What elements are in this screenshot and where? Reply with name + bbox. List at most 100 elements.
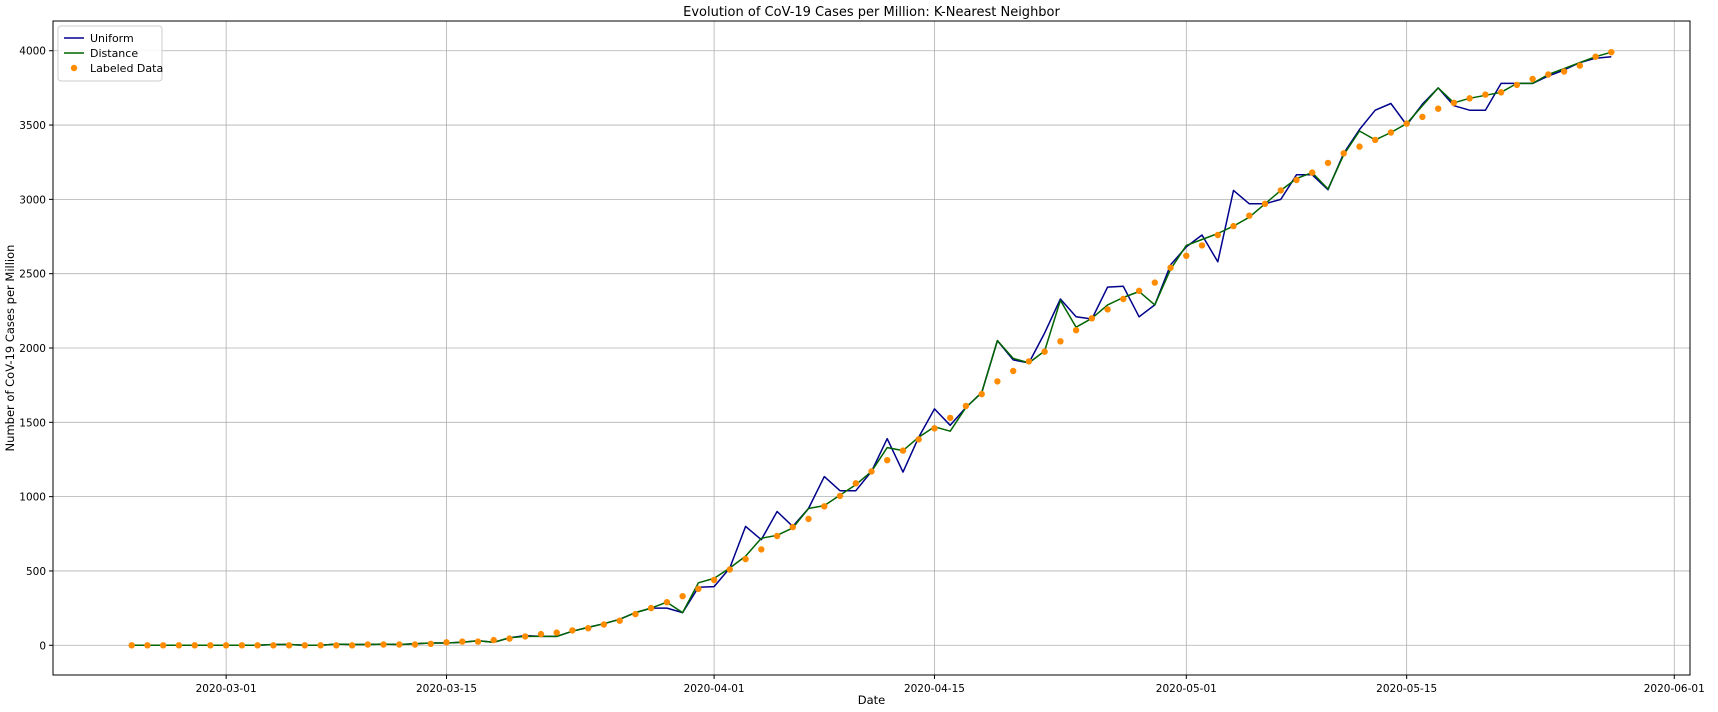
data-point-labeled-data bbox=[789, 523, 796, 531]
data-point-labeled-data bbox=[836, 492, 844, 500]
legend-swatch-labeled-data bbox=[70, 64, 78, 72]
data-point-labeled-data bbox=[899, 447, 907, 454]
data-point-labeled-data bbox=[1340, 150, 1347, 157]
data-point-labeled-data bbox=[647, 604, 655, 612]
y-tick-label: 3500 bbox=[19, 120, 46, 132]
data-point-labeled-data bbox=[396, 641, 403, 648]
data-point-labeled-data bbox=[1010, 367, 1017, 375]
data-point-labeled-data bbox=[1025, 358, 1033, 365]
data-point-labeled-data bbox=[1167, 264, 1174, 271]
data-point-labeled-data bbox=[553, 629, 560, 636]
data-point-labeled-data bbox=[160, 642, 167, 649]
y-tick-label: 4000 bbox=[19, 46, 46, 58]
data-point-labeled-data bbox=[1608, 49, 1615, 56]
data-point-labeled-data bbox=[616, 617, 623, 624]
data-point-labeled-data bbox=[522, 633, 529, 640]
data-point-labeled-data bbox=[585, 625, 592, 632]
data-point-labeled-data bbox=[1529, 75, 1536, 83]
x-tick-label: 2020-04-01 bbox=[684, 683, 745, 695]
data-point-labeled-data bbox=[380, 641, 387, 648]
data-point-labeled-data bbox=[1372, 136, 1379, 144]
x-tick-label: 2020-05-15 bbox=[1376, 683, 1437, 695]
legend-label-uniform: Uniform bbox=[90, 32, 134, 45]
data-point-labeled-data bbox=[931, 425, 938, 432]
data-point-labeled-data bbox=[978, 390, 985, 398]
y-tick-label: 2000 bbox=[19, 343, 46, 355]
data-point-labeled-data bbox=[695, 585, 702, 592]
data-point-labeled-data bbox=[1120, 295, 1127, 303]
data-point-labeled-data bbox=[191, 642, 198, 649]
data-point-labeled-data bbox=[490, 636, 497, 644]
data-point-labeled-data bbox=[1513, 81, 1521, 89]
y-axis-label: Number of CoV-19 Cases per Million bbox=[3, 245, 17, 452]
x-tick-label: 2020-03-15 bbox=[416, 683, 477, 695]
data-point-labeled-data bbox=[994, 378, 1001, 385]
data-point-labeled-data bbox=[1450, 99, 1458, 107]
legend-label-labeled-data: Labeled Data bbox=[90, 62, 163, 75]
data-point-labeled-data bbox=[821, 503, 828, 510]
data-point-labeled-data bbox=[1183, 252, 1190, 259]
series-layer bbox=[128, 49, 1615, 649]
data-point-labeled-data bbox=[1419, 113, 1426, 121]
y-tick-label: 1500 bbox=[19, 417, 46, 429]
data-point-labeled-data bbox=[758, 546, 765, 553]
x-tick-label: 2020-03-01 bbox=[196, 683, 257, 695]
data-point-labeled-data bbox=[1497, 89, 1505, 96]
x-tick-label: 2020-06-01 bbox=[1644, 683, 1705, 695]
data-point-labeled-data bbox=[285, 642, 293, 649]
data-point-labeled-data bbox=[1293, 176, 1300, 184]
chart-title: Evolution of CoV-19 Cases per Million: K… bbox=[683, 5, 1060, 20]
legend-box bbox=[57, 25, 163, 82]
data-point-labeled-data bbox=[632, 610, 639, 618]
data-point-labeled-data bbox=[1246, 212, 1253, 219]
data-point-labeled-data bbox=[1277, 187, 1285, 194]
data-point-labeled-data bbox=[1309, 169, 1316, 176]
data-point-labeled-data bbox=[506, 635, 513, 642]
data-point-labeled-data bbox=[1072, 327, 1080, 334]
y-tick-label: 3000 bbox=[19, 194, 46, 206]
data-point-labeled-data bbox=[144, 642, 151, 649]
data-point-labeled-data bbox=[569, 627, 576, 634]
data-point-labeled-data bbox=[333, 642, 340, 649]
data-point-labeled-data bbox=[317, 642, 324, 649]
data-point-labeled-data bbox=[710, 576, 718, 584]
data-point-labeled-data bbox=[427, 640, 434, 647]
data-point-labeled-data bbox=[1592, 53, 1599, 60]
y-tick-label: 500 bbox=[26, 566, 46, 578]
data-point-labeled-data bbox=[1214, 231, 1222, 239]
gridlines bbox=[53, 21, 1690, 675]
data-point-labeled-data bbox=[175, 642, 183, 649]
legend-label-distance: Distance bbox=[90, 47, 138, 60]
data-point-labeled-data bbox=[474, 638, 482, 645]
data-point-labeled-data bbox=[1560, 68, 1568, 75]
data-point-labeled-data bbox=[1435, 105, 1442, 112]
data-point-labeled-data bbox=[1261, 200, 1269, 207]
data-point-labeled-data bbox=[537, 630, 545, 638]
data-point-labeled-data bbox=[1135, 287, 1143, 294]
x-tick-label: 2020-04-15 bbox=[904, 683, 965, 695]
y-tick-label: 2500 bbox=[19, 269, 46, 281]
data-point-labeled-data bbox=[805, 515, 812, 523]
data-point-labeled-data bbox=[773, 532, 781, 540]
data-point-labeled-data bbox=[663, 599, 671, 606]
data-point-labeled-data bbox=[1356, 143, 1363, 150]
data-point-labeled-data bbox=[1104, 306, 1111, 313]
data-point-labeled-data bbox=[947, 414, 954, 422]
data-point-labeled-data bbox=[207, 642, 214, 649]
y-tick-label: 1000 bbox=[19, 492, 46, 504]
data-point-labeled-data bbox=[238, 642, 246, 649]
data-point-labeled-data bbox=[364, 641, 371, 648]
data-point-labeled-data bbox=[1041, 348, 1048, 355]
data-point-labeled-data bbox=[459, 638, 466, 645]
data-point-labeled-data bbox=[222, 642, 230, 649]
data-point-labeled-data bbox=[1324, 159, 1332, 167]
legend: Uniform Distance Labeled Data bbox=[57, 25, 163, 82]
data-point-labeled-data bbox=[600, 621, 608, 628]
data-point-labeled-data bbox=[1403, 120, 1410, 127]
data-point-labeled-data bbox=[128, 642, 135, 649]
tick-marks: 0 500 1000 1500 2000 2500 3000 3500 4000 2020-03-… bbox=[19, 46, 1705, 695]
data-point-labeled-data bbox=[1198, 242, 1206, 249]
data-point-labeled-data bbox=[1482, 91, 1489, 98]
